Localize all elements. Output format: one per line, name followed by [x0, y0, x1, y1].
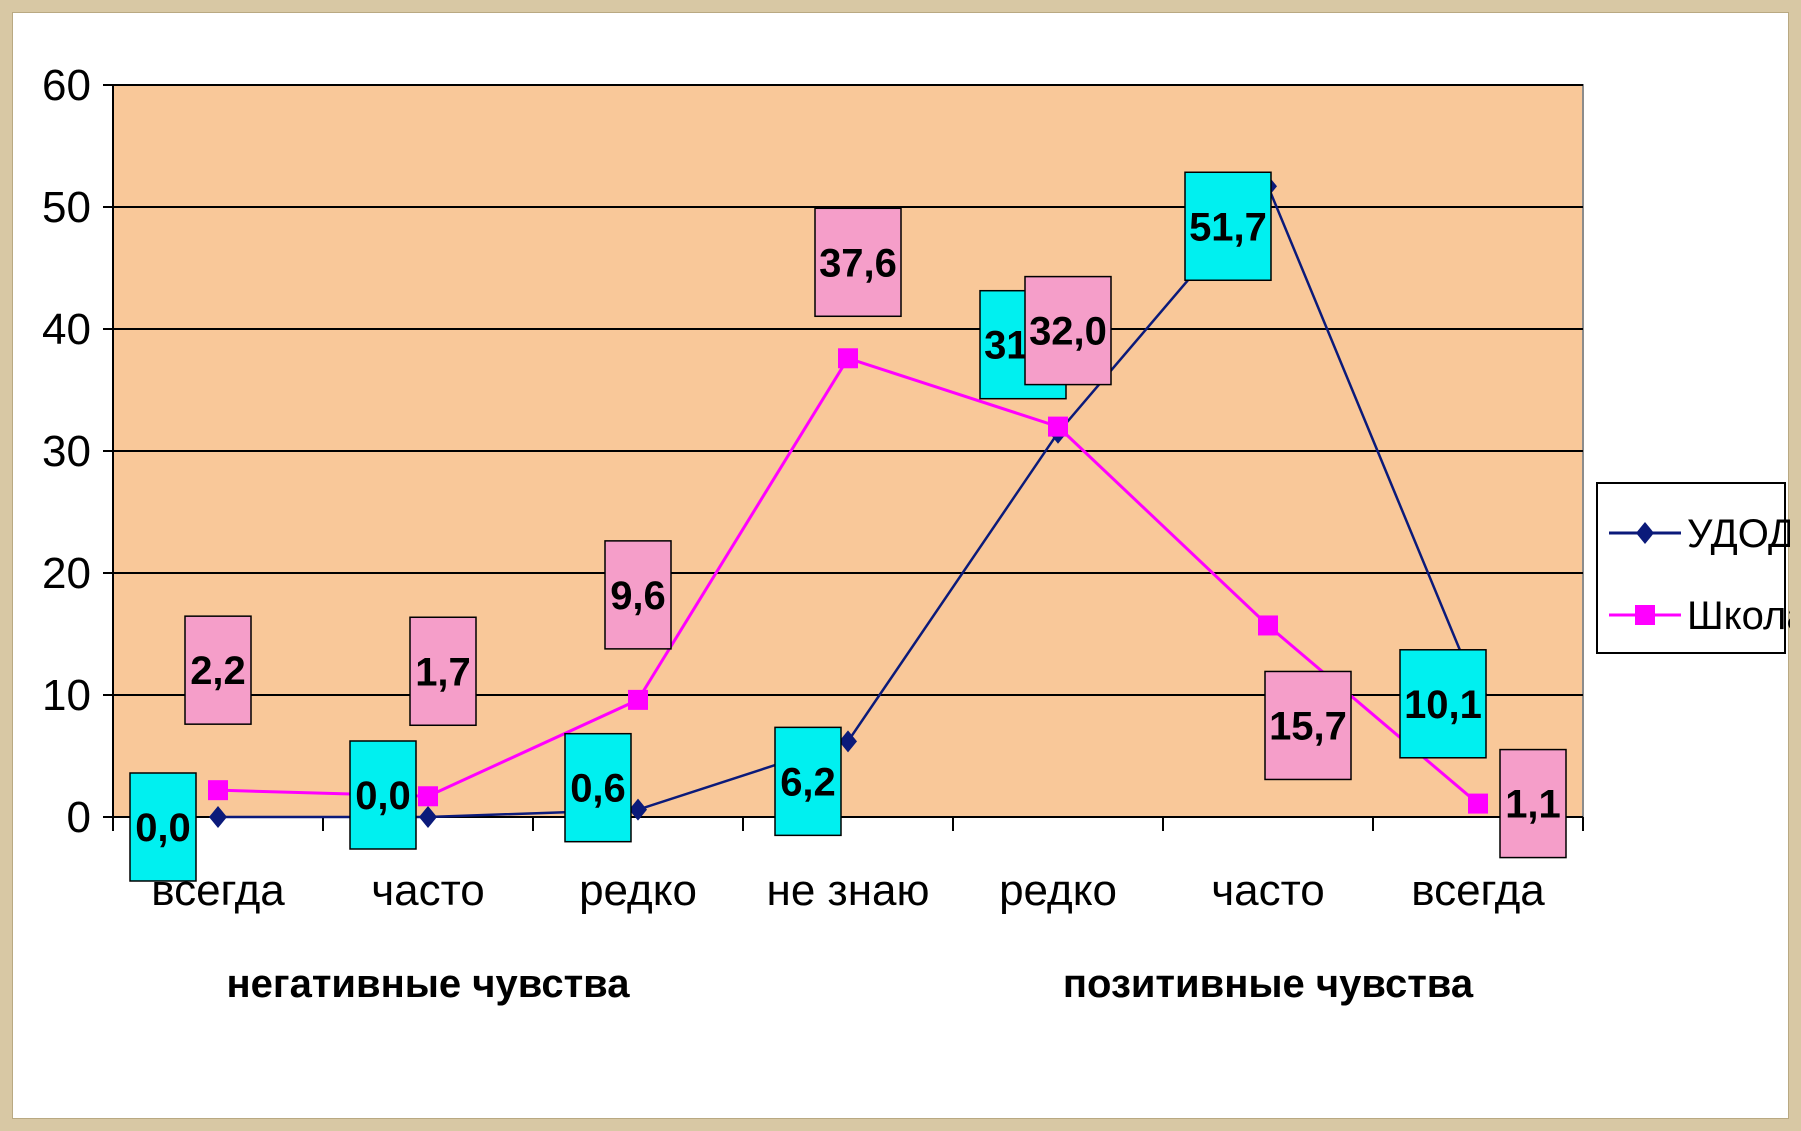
- data-label-school: 9,6: [604, 540, 672, 650]
- data-point-school: [1258, 615, 1278, 636]
- data-label-box: [349, 740, 417, 850]
- data-label-text: 37,6: [819, 241, 897, 285]
- legend: УДОД Школа: [1596, 482, 1790, 654]
- data-point-school: [1048, 416, 1068, 437]
- data-label-box: [129, 772, 197, 882]
- data-label-box: [564, 732, 632, 843]
- data-label-box: [409, 616, 477, 727]
- legend-marker: [1635, 605, 1655, 625]
- x-category-label: всегда: [1411, 866, 1545, 915]
- data-label-text: 15,7: [1269, 704, 1347, 748]
- x-category-label: не знаю: [767, 866, 930, 915]
- data-label-udod: 51,7: [1184, 171, 1272, 282]
- data-label-box: [1024, 275, 1112, 386]
- data-label-udod: 10,1: [1399, 649, 1487, 759]
- data-label-box: [604, 540, 672, 650]
- legend-box: [1596, 482, 1786, 654]
- data-point-udod: [629, 798, 647, 821]
- data-labels: 0,00,0 0,6 6,231,551,710,12,2 1,79,637,632,…: [129, 171, 1567, 882]
- data-label-box: [1499, 748, 1567, 859]
- legend-item: УДОД: [1609, 512, 1790, 556]
- data-label-text: 2,2: [190, 649, 246, 693]
- x-category-label: часто: [371, 866, 485, 915]
- legend-item: Школа: [1609, 594, 1790, 638]
- y-tick-label: 30: [42, 427, 91, 476]
- data-point-udod: [419, 806, 437, 828]
- data-label-school: 37,6: [814, 207, 902, 318]
- data-label-text: 6,2: [780, 760, 836, 804]
- data-label-school: 15,7: [1264, 670, 1352, 781]
- legend-label: Школа: [1687, 594, 1790, 638]
- data-label-school: 1,7: [409, 616, 477, 727]
- data-label-udod: 0,6: [564, 732, 632, 843]
- data-point-udod: [839, 730, 857, 753]
- legend-label: УДОД: [1687, 512, 1790, 556]
- y-tick-label: 50: [42, 183, 91, 232]
- axes: 0 10 20 30 40 50 60 всегда часто редко не знаю редк…: [42, 61, 1584, 1006]
- data-label-box: [774, 726, 842, 837]
- data-point-school: [418, 786, 438, 807]
- data-label-school: 1,1: [1499, 748, 1567, 859]
- data-point-udod: [209, 806, 227, 828]
- data-label-text: 10,1: [1404, 683, 1482, 727]
- y-tick-label: 60: [42, 61, 91, 110]
- y-tick-label: 40: [42, 305, 91, 354]
- data-label-box: [1184, 171, 1272, 282]
- y-tick-label: 20: [42, 549, 91, 598]
- legend-marker: [1636, 522, 1654, 544]
- data-point-school: [208, 780, 228, 801]
- data-label-text: 1,1: [1505, 783, 1561, 827]
- data-label-box: [1399, 649, 1487, 759]
- data-label-udod: 0,0: [349, 740, 417, 850]
- category-group-label: позитивные чувства: [1063, 962, 1474, 1006]
- chart-frame: 0 10 20 30 40 50 60 всегда часто редко не знаю редк…: [12, 12, 1790, 1119]
- data-label-text: 1,7: [415, 650, 471, 694]
- data-label-text: 51,7: [1189, 205, 1267, 249]
- data-point-school: [838, 348, 858, 369]
- data-label-text: 32,0: [1029, 310, 1107, 354]
- x-category-label: часто: [1211, 866, 1325, 915]
- data-label-text: 9,6: [610, 574, 666, 618]
- data-label-text: 0,0: [355, 774, 411, 818]
- data-label-box: [1264, 670, 1352, 781]
- data-point-school: [1468, 793, 1488, 814]
- y-tick-label: 10: [42, 671, 91, 720]
- data-label-text: 0,0: [135, 806, 191, 850]
- data-label-box: [184, 615, 252, 725]
- data-label-school: 32,0: [1024, 275, 1112, 386]
- x-category-label: редко: [579, 866, 697, 915]
- data-label-text: 0,6: [570, 767, 626, 811]
- category-group-label: негативные чувства: [227, 962, 631, 1006]
- data-label-udod: 6,2: [774, 726, 842, 837]
- x-category-label: редко: [999, 866, 1117, 915]
- data-label-box: [814, 207, 902, 318]
- data-label-udod: 0,0: [129, 772, 197, 882]
- line-chart: 0 10 20 30 40 50 60 всегда часто редко не знаю редк…: [42, 61, 1790, 1006]
- data-point-school: [628, 689, 648, 710]
- data-label-school: 2,2: [184, 615, 252, 725]
- y-tick-label: 0: [67, 793, 91, 842]
